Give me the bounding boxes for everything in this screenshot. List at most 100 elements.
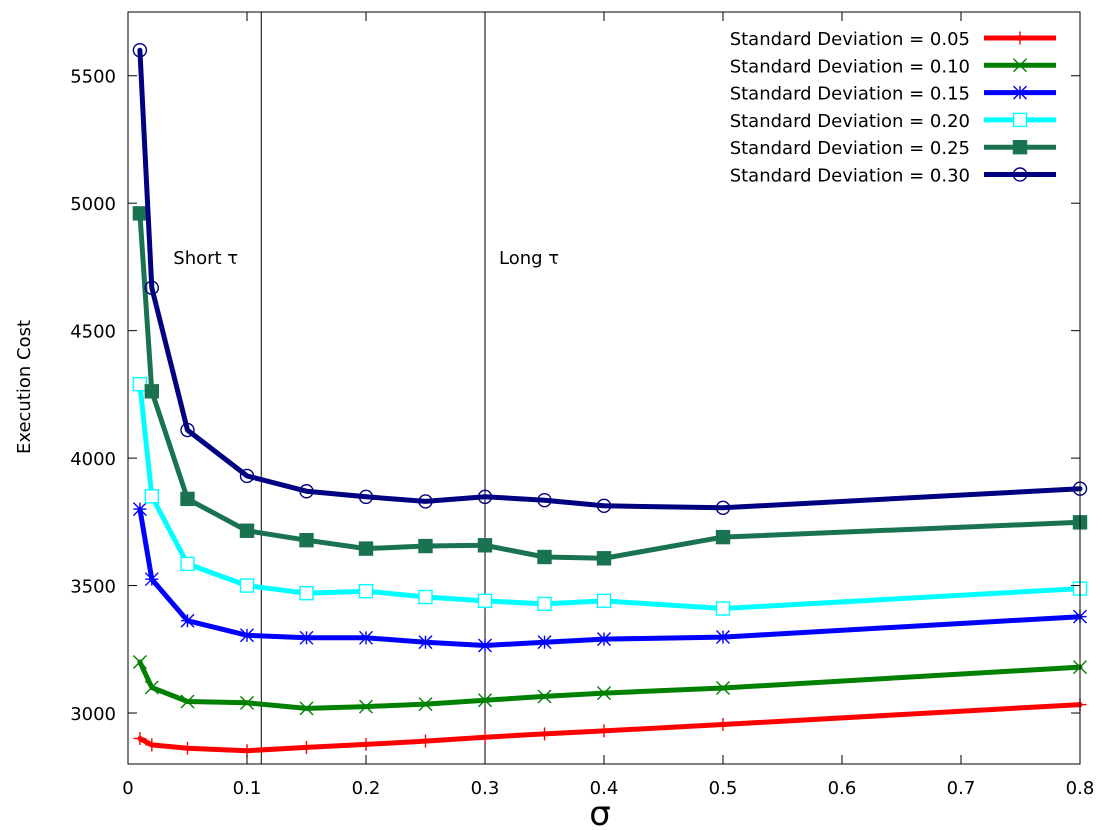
- marker-stroke: [418, 697, 433, 712]
- marker-stroke: [180, 613, 195, 628]
- marker-plus: [1013, 31, 1027, 45]
- marker-shape: [180, 491, 195, 507]
- marker-filled-square: [299, 532, 314, 548]
- series-line: [137, 506, 1083, 648]
- marker-cross: [1013, 58, 1027, 73]
- marker-plus: [419, 734, 432, 748]
- marker-stroke: [144, 572, 159, 587]
- marker-cross: [597, 686, 611, 701]
- marker-plus: [145, 738, 159, 752]
- marker-filled-square: [537, 549, 552, 565]
- marker-stroke: [478, 638, 492, 653]
- series-0: [133, 698, 1087, 758]
- marker-open-circle: [180, 422, 195, 438]
- marker-plus: [478, 730, 492, 744]
- marker-plus: [133, 732, 147, 746]
- y-tick-label: 3500: [70, 577, 116, 598]
- marker-shape: [144, 489, 160, 504]
- marker-shape: [180, 422, 195, 438]
- x-tick-label: 0.3: [471, 778, 500, 799]
- x-axis-label: σ: [589, 794, 611, 830]
- marker-open-square: [418, 589, 433, 605]
- legend-label: Standard Deviation = 0.20: [730, 111, 970, 132]
- legend-label: Standard Deviation = 0.30: [730, 166, 970, 187]
- marker-cross: [240, 695, 254, 710]
- marker-shape: [299, 484, 314, 499]
- marker-cross: [537, 689, 552, 704]
- marker-shape: [418, 538, 433, 554]
- marker-open-circle: [239, 468, 255, 484]
- y-tick-label: 4500: [70, 322, 116, 343]
- marker-stroke: [240, 695, 254, 710]
- marker-star: [537, 635, 552, 650]
- marker-shape: [132, 43, 148, 58]
- vline-label: Short τ: [173, 248, 238, 269]
- y-tick-label: 3000: [70, 704, 116, 725]
- marker-cross: [144, 680, 159, 695]
- marker-shape: [1012, 167, 1028, 182]
- marker-shape: [239, 578, 255, 593]
- marker-open-circle: [715, 500, 731, 516]
- marker-shape: [239, 468, 255, 484]
- marker-shape: [358, 489, 374, 505]
- marker-stroke: [478, 693, 492, 708]
- marker-open-square: [1012, 112, 1028, 128]
- marker-open-circle: [358, 489, 374, 505]
- marker-shape: [1012, 112, 1028, 128]
- marker-cross: [716, 681, 730, 696]
- marker-filled-square: [418, 538, 433, 554]
- legend-label: Standard Deviation = 0.05: [730, 29, 970, 50]
- axis-layer: 0 0.1 0.2 0.3 0.4 0.5 0.6 0.7 0.8 3000 3500 4000 450…: [70, 12, 1094, 799]
- marker-plus: [716, 717, 730, 731]
- marker-stroke: [359, 630, 373, 645]
- marker-cross: [359, 699, 373, 714]
- marker-shape: [358, 583, 374, 599]
- legend: Standard Deviation = 0.05 Standard Deviat…: [730, 29, 1056, 187]
- marker-open-circle: [477, 489, 493, 505]
- legend-label: Standard Deviation = 0.15: [730, 84, 970, 105]
- marker-plus: [300, 740, 313, 754]
- marker-cross: [132, 655, 147, 670]
- marker-shape: [596, 593, 612, 609]
- marker-star: [144, 572, 159, 587]
- marker-open-square: [144, 489, 160, 504]
- marker-cross: [299, 701, 314, 716]
- marker-stroke: [132, 502, 147, 517]
- x-tick-label: 0.7: [947, 778, 976, 799]
- vline-label: Long τ: [499, 248, 559, 269]
- marker-star: [132, 502, 147, 517]
- marker-open-square: [537, 596, 552, 612]
- x-tick-label: 0.4: [590, 778, 619, 799]
- marker-stroke: [1013, 85, 1027, 100]
- marker-open-square: [596, 593, 612, 609]
- marker-plus: [359, 737, 373, 751]
- y-tick-label: 5500: [70, 67, 116, 88]
- marker-stroke: [359, 699, 373, 714]
- marker-shape: [132, 376, 148, 392]
- marker-cross: [418, 697, 433, 712]
- marker-open-square: [299, 586, 314, 601]
- marker-filled-square: [715, 529, 731, 545]
- marker-shape: [477, 538, 493, 553]
- marker-stroke: [537, 689, 552, 704]
- marker-shape: [537, 549, 552, 565]
- marker-cross: [180, 694, 195, 709]
- x-tick-label: 0.5: [709, 778, 738, 799]
- y-axis-label: Execution Cost: [14, 320, 35, 454]
- marker-shape: [537, 492, 552, 508]
- marker-stroke: [240, 628, 254, 643]
- marker-cross: [478, 693, 492, 708]
- marker-shape: [299, 532, 314, 548]
- marker-star: [716, 630, 730, 645]
- marker-plus: [597, 724, 611, 738]
- marker-open-circle: [1012, 167, 1028, 182]
- marker-open-square: [715, 601, 731, 616]
- marker-shape: [239, 523, 255, 538]
- marker-filled-square: [132, 206, 148, 221]
- marker-shape: [418, 494, 433, 509]
- marker-open-circle: [537, 492, 552, 508]
- marker-filled-square: [1012, 139, 1028, 155]
- series-4: [132, 206, 1088, 566]
- marker-shape: [477, 593, 493, 609]
- series-line: [137, 381, 1083, 611]
